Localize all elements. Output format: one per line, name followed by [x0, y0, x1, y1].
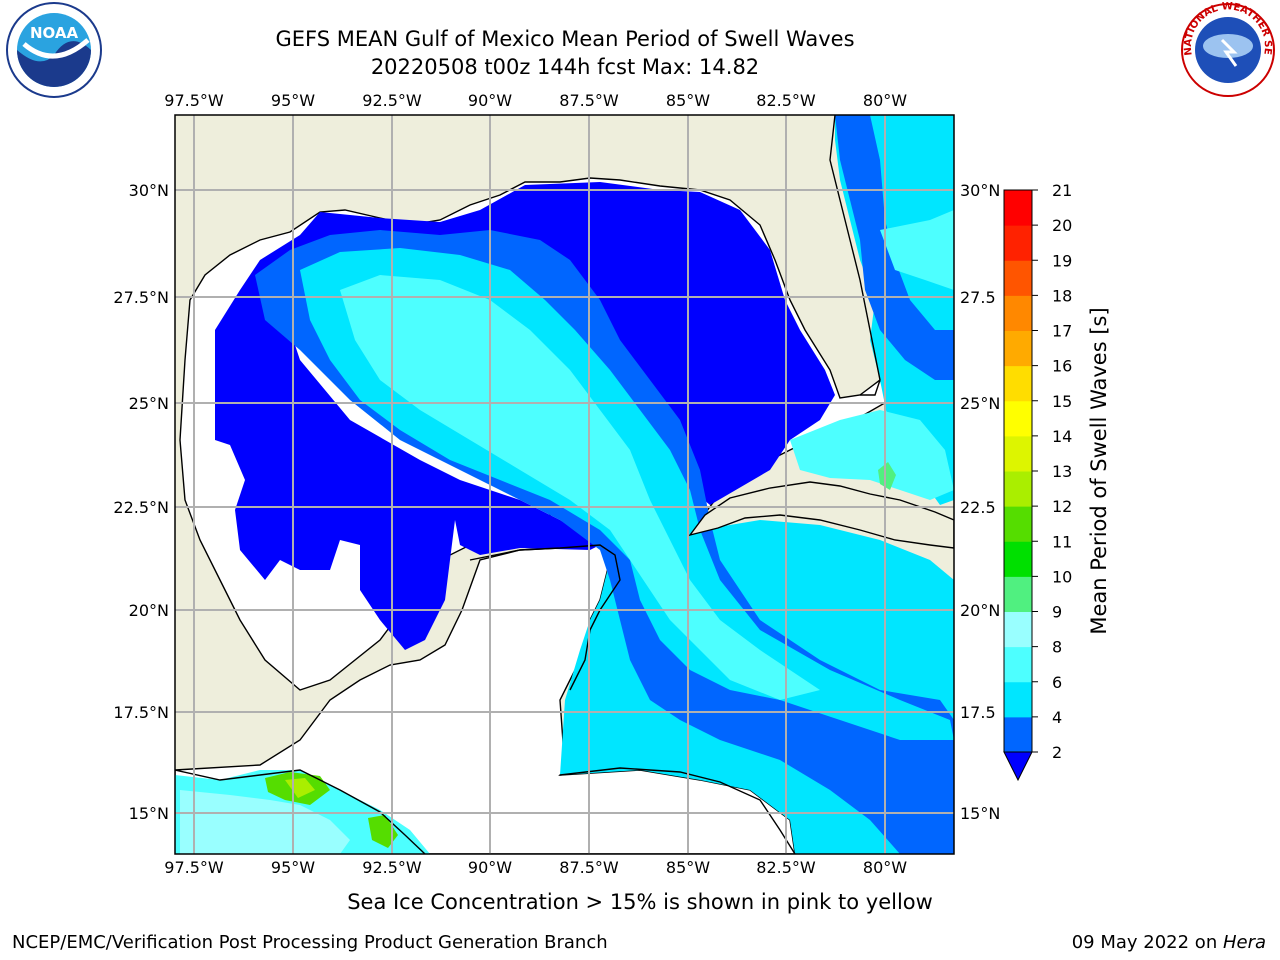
pacific-band-11b	[368, 815, 398, 848]
colorbar-segment	[1004, 365, 1032, 402]
lat-label: 30°N	[129, 181, 169, 200]
lon-label: 82.5°W	[756, 858, 816, 877]
lat-label: 22.5°N	[113, 498, 169, 517]
lon-label: 90°W	[468, 858, 512, 877]
footer-date-text: 09 May 2022 on	[1071, 932, 1223, 953]
colorbar-segment	[1004, 541, 1032, 577]
colorbar-segment	[1004, 576, 1032, 612]
colorbar-tick-label: 18	[1052, 286, 1072, 305]
sea-ice-caption: Sea Ice Concentration > 15% is shown in …	[347, 890, 933, 914]
colorbar: 2 4 6 8 9 10 11 12 13 14 15 16 17 18 19 20 21	[1003, 181, 1072, 782]
colorbar-tick-label: 16	[1052, 357, 1072, 376]
colorbar-segment	[1004, 400, 1032, 437]
lon-label: 82.5°W	[756, 91, 816, 110]
lat-label: 17.5°N	[113, 703, 169, 722]
lon-label: 92.5°W	[362, 91, 422, 110]
colorbar-tick-label: 15	[1052, 392, 1072, 411]
footer-machine: Hera	[1222, 932, 1266, 953]
colorbar-segment	[1004, 330, 1032, 367]
colorbar-tick-label: 6	[1052, 673, 1062, 692]
svg-text:NOAA: NOAA	[30, 24, 79, 42]
plot-subtitle: 20220508 t00z 144h fcst Max: 14.82	[370, 55, 760, 79]
lat-label: 15°N	[129, 804, 169, 823]
lat-label: 17.5	[960, 703, 996, 722]
lon-labels-bottom: 97.5°W 95°W 92.5°W 90°W 87.5°W 85°W 82.5…	[164, 858, 907, 877]
yucatan-coast	[469, 544, 621, 691]
florida-coast	[829, 115, 881, 396]
colorbar-extend-min	[1003, 751, 1033, 782]
plot-title: GEFS MEAN Gulf of Mexico Mean Period of …	[275, 27, 855, 51]
lon-labels-top: 97.5°W 95°W 92.5°W 90°W 87.5°W 85°W 82.5…	[164, 91, 907, 110]
colorbar-segment	[1004, 506, 1032, 542]
atlantic-band-4	[835, 115, 954, 380]
swell-band-2	[215, 182, 835, 650]
colorbar-label: Mean Period of Swell Waves [s]	[1087, 307, 1111, 634]
central-america-coast	[559, 767, 796, 854]
lat-label: 20°N	[129, 601, 169, 620]
straits-band-9	[878, 462, 896, 490]
colorbar-segment	[1004, 190, 1032, 226]
colorbar-tick-label: 9	[1052, 603, 1062, 622]
colorbar-tick-label: 20	[1052, 216, 1072, 235]
lat-label: 27.5°N	[113, 288, 169, 307]
colorbar-segment	[1004, 646, 1032, 683]
lon-label: 90°W	[468, 91, 512, 110]
cuba-coast	[688, 481, 954, 549]
lon-label: 97.5°W	[164, 858, 224, 877]
colorbar-tick-label: 4	[1052, 708, 1062, 727]
lat-labels-left: 30°N 27.5°N 25°N 22.5°N 20°N 17.5°N 15°N	[113, 181, 169, 823]
lon-label: 92.5°W	[362, 858, 422, 877]
map-gridlines	[175, 115, 954, 854]
colorbar-tick-label: 10	[1052, 567, 1072, 586]
colorbar-segment	[1004, 225, 1032, 261]
atlantic-band-8	[880, 210, 954, 290]
noaa-logo: NOAA	[6, 2, 102, 98]
pacific-band-9	[180, 790, 350, 854]
lon-label: 80°W	[863, 858, 907, 877]
lat-label: 15°N	[960, 804, 1000, 823]
colorbar-tick-label: 21	[1052, 181, 1072, 200]
lon-label: 95°W	[271, 858, 315, 877]
lon-label: 80°W	[863, 91, 907, 110]
colorbar-tick-label: 11	[1052, 532, 1072, 551]
lat-label: 25°N	[129, 394, 169, 413]
lat-label: 25°N	[960, 394, 1000, 413]
lon-label: 95°W	[271, 91, 315, 110]
swell-band-8	[340, 275, 820, 700]
map-frame	[174, 114, 955, 855]
colorbar-tick-label: 14	[1052, 427, 1072, 446]
footer-branch: NCEP/EMC/Verification Post Processing Pr…	[12, 932, 608, 953]
lat-labels-right: 30°N 27.5 25°N 22.5 20°N 17.5 15°N	[960, 181, 1000, 823]
colorbar-tick-label: 13	[1052, 462, 1072, 481]
colorbar-segment	[1004, 681, 1032, 718]
pacific-coast	[175, 769, 426, 854]
lon-label: 85°W	[666, 91, 710, 110]
nws-logo: NATIONAL WEATHER SERVICE	[1178, 0, 1275, 97]
map-field	[175, 115, 954, 854]
lat-label: 22.5	[960, 498, 996, 517]
colorbar-tick-label: 12	[1052, 497, 1072, 516]
lon-label: 87.5°W	[559, 858, 619, 877]
lat-label: 27.5	[960, 288, 996, 307]
footer-date: 09 May 2022 on Hera	[1072, 932, 1266, 953]
colorbar-segment	[1004, 435, 1032, 472]
lon-label: 85°W	[666, 858, 710, 877]
colorbar-tick-label: 19	[1052, 251, 1072, 270]
colorbar-tick-label: 8	[1052, 638, 1062, 657]
lat-label: 30°N	[960, 181, 1000, 200]
colorbar-segment	[1004, 260, 1032, 296]
colorbar-segment	[1004, 295, 1032, 331]
lon-label: 97.5°W	[164, 91, 224, 110]
colorbar-segment	[1004, 611, 1032, 648]
colorbar-segment	[1004, 471, 1032, 507]
colorbar-tick-label: 17	[1052, 322, 1072, 341]
lat-label: 20°N	[960, 601, 1000, 620]
colorbar-tick-label: 2	[1052, 743, 1062, 762]
lon-label: 87.5°W	[559, 91, 619, 110]
colorbar-segment	[1004, 716, 1032, 753]
straits-band-8	[790, 410, 954, 500]
